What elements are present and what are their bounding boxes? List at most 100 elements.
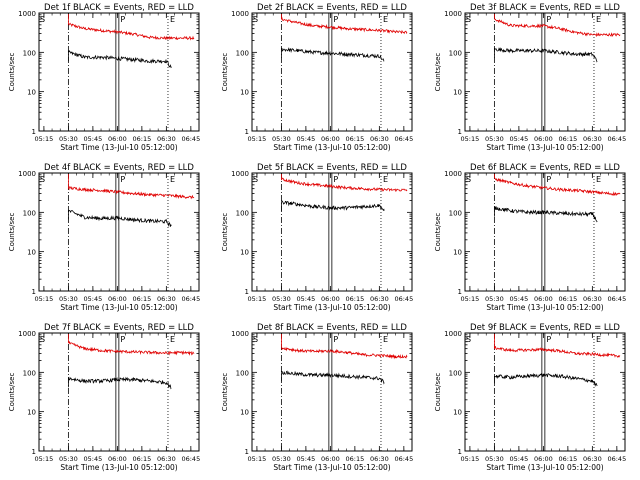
y-tick-label: 10 — [240, 409, 249, 417]
y-tick-label: 100 — [236, 209, 249, 217]
x-axis-label: Start Time (13-Jul-10 05:12:00) — [273, 463, 390, 472]
y-tick-labels: 1 10 100 1000 — [444, 170, 462, 296]
lld-series-line — [68, 14, 195, 41]
x-tick-labels: 05:15 05:30 05:45 06:00 06:15 06:30 06:45 — [461, 135, 627, 143]
end-marker-label: E — [383, 335, 388, 344]
x-tick-label: 05:30 — [272, 295, 291, 303]
x-tick-label: 06:30 — [583, 135, 602, 143]
chart-title: Det 9f BLACK = Events, RED = LLD — [470, 323, 620, 333]
x-axis-label: Start Time (13-Jul-10 05:12:00) — [486, 463, 603, 472]
chart-panel-9: Det 9f BLACK = Events, RED = LLD 1 10 100 10… — [434, 323, 626, 472]
y-tick-label: 1000 — [18, 330, 36, 338]
end-marker-label: E — [170, 175, 175, 184]
x-tick-label: 06:45 — [607, 295, 626, 303]
x-tick-label: 06:15 — [345, 135, 364, 143]
y-axis-label: Counts/sec — [8, 213, 16, 252]
x-tick-label: 05:45 — [84, 455, 103, 463]
start-marker-label: S — [253, 175, 258, 184]
start-marker-label: S — [253, 335, 258, 344]
y-axis-label: Counts/sec — [8, 53, 16, 92]
x-tick-label: 06:00 — [108, 135, 127, 143]
x-tick-label: 06:15 — [558, 295, 577, 303]
x-tick-label: 05:30 — [485, 135, 504, 143]
x-tick-label: 06:00 — [534, 135, 553, 143]
events-series-line — [68, 376, 172, 390]
lld-series-line — [281, 14, 408, 35]
y-tick-label: 1000 — [18, 10, 36, 18]
x-tick-label: 05:30 — [59, 455, 78, 463]
x-tick-label: 05:45 — [84, 135, 103, 143]
peak-marker-label: P — [546, 175, 551, 184]
start-marker-label: S — [40, 175, 45, 184]
x-tick-label: 06:15 — [558, 455, 577, 463]
events-series-line — [281, 370, 385, 385]
y-tick-label: 100 — [23, 209, 36, 217]
y-tick-label: 10 — [27, 409, 36, 417]
x-tick-label: 05:45 — [297, 295, 316, 303]
chart-panel-7: Det 7f BLACK = Events, RED = LLD 1 10 100 10… — [8, 323, 200, 472]
y-tick-label: 100 — [23, 369, 36, 377]
y-tick-label: 100 — [23, 49, 36, 57]
peak-marker-label: P — [333, 335, 338, 344]
x-axis-label: Start Time (13-Jul-10 05:12:00) — [273, 303, 390, 312]
x-tick-labels: 05:15 05:30 05:45 06:00 06:15 06:30 06:45 — [461, 455, 627, 463]
x-tick-label: 06:00 — [321, 295, 340, 303]
events-series-line — [68, 49, 172, 69]
x-tick-label: 06:30 — [370, 295, 389, 303]
y-tick-label: 1000 — [444, 330, 462, 338]
x-tick-label: 06:30 — [157, 295, 176, 303]
y-tick-label: 100 — [449, 209, 462, 217]
y-tick-label: 10 — [27, 249, 36, 257]
y-tick-label: 1000 — [18, 170, 36, 178]
chart-title: Det 3f BLACK = Events, RED = LLD — [470, 3, 620, 13]
start-marker-label: S — [253, 15, 258, 24]
x-tick-label: 05:30 — [485, 455, 504, 463]
x-tick-labels: 05:15 05:30 05:45 06:00 06:15 06:30 06:45 — [248, 455, 414, 463]
x-tick-label: 05:15 — [35, 295, 54, 303]
end-marker-label: E — [383, 15, 388, 24]
y-axis-label: Counts/sec — [434, 53, 442, 92]
start-marker-label: S — [40, 15, 45, 24]
y-axis-label: Counts/sec — [8, 373, 16, 412]
x-tick-label: 05:30 — [59, 135, 78, 143]
x-axis-label: Start Time (13-Jul-10 05:12:00) — [486, 143, 603, 152]
y-tick-labels: 1 10 100 1000 — [18, 330, 36, 456]
x-tick-label: 05:15 — [248, 455, 267, 463]
x-tick-label: 06:30 — [370, 455, 389, 463]
x-tick-label: 05:15 — [461, 295, 480, 303]
x-tick-label: 05:15 — [248, 295, 267, 303]
events-series-line — [281, 200, 385, 211]
y-tick-label: 10 — [453, 249, 462, 257]
x-tick-label: 06:00 — [321, 135, 340, 143]
lld-series-line — [494, 14, 621, 38]
lld-series-line — [281, 174, 408, 192]
lld-series-line — [68, 174, 195, 200]
x-tick-labels: 05:15 05:30 05:45 06:00 06:15 06:30 06:45 — [35, 135, 201, 143]
peak-marker-label: P — [546, 335, 551, 344]
y-tick-label: 100 — [236, 49, 249, 57]
x-tick-labels: 05:15 05:30 05:45 06:00 06:15 06:30 06:45 — [35, 455, 201, 463]
end-marker-label: E — [596, 175, 601, 184]
x-tick-labels: 05:15 05:30 05:45 06:00 06:15 06:30 06:45 — [35, 295, 201, 303]
y-tick-label: 1 — [245, 448, 249, 456]
chart-panel-3: Det 3f BLACK = Events, RED = LLD 1 10 100 10… — [434, 3, 626, 152]
y-tick-label: 100 — [236, 369, 249, 377]
chart-title: Det 7f BLACK = Events, RED = LLD — [44, 323, 194, 333]
y-tick-label: 10 — [240, 249, 249, 257]
x-tick-label: 05:30 — [272, 455, 291, 463]
y-tick-labels: 1 10 100 1000 — [18, 170, 36, 296]
x-tick-label: 06:30 — [583, 455, 602, 463]
x-axis-label: Start Time (13-Jul-10 05:12:00) — [60, 143, 177, 152]
events-series-line — [68, 209, 172, 227]
end-marker-label: E — [596, 15, 601, 24]
x-tick-labels: 05:15 05:30 05:45 06:00 06:15 06:30 06:45 — [248, 295, 414, 303]
x-tick-label: 06:45 — [394, 295, 413, 303]
x-tick-label: 06:45 — [607, 455, 626, 463]
start-marker-label: S — [466, 15, 471, 24]
x-tick-label: 06:30 — [370, 135, 389, 143]
x-tick-label: 06:00 — [534, 295, 553, 303]
x-tick-label: 05:15 — [248, 135, 267, 143]
x-tick-label: 05:45 — [510, 455, 529, 463]
chart-panel-6: Det 6f BLACK = Events, RED = LLD 1 10 100 10… — [434, 163, 626, 312]
